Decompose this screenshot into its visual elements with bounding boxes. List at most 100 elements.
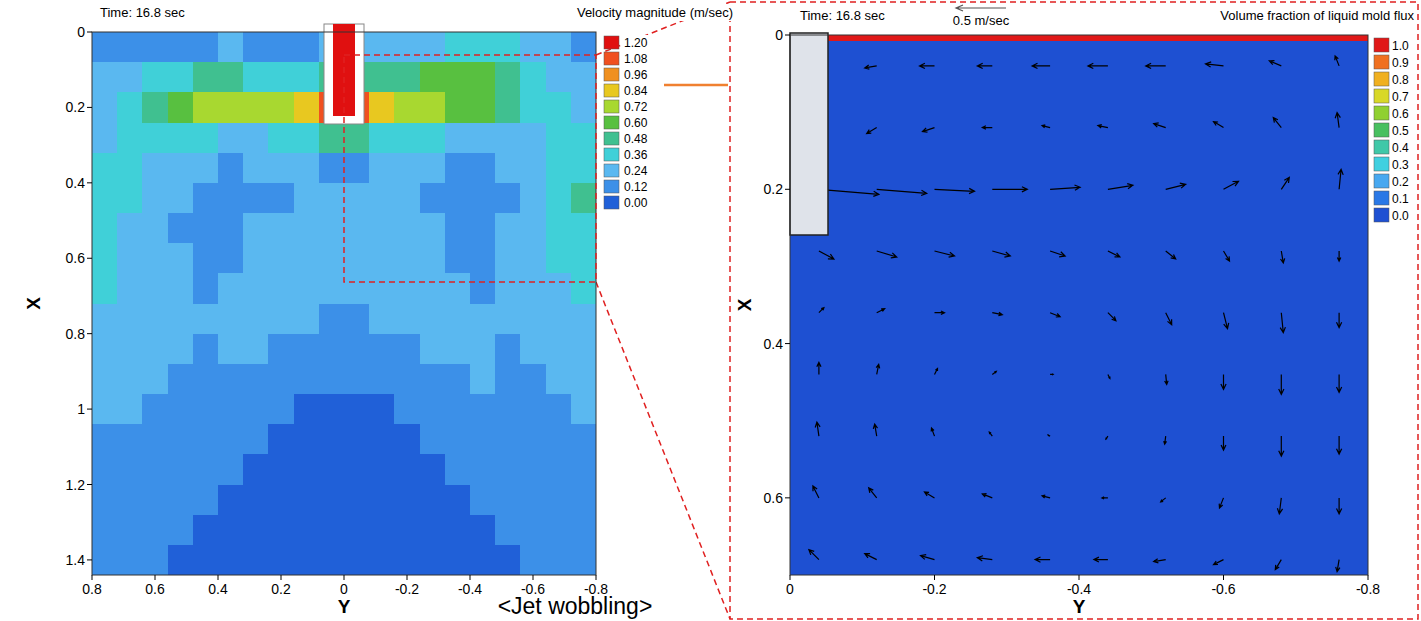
text-backdrop bbox=[622, 35, 650, 51]
field-cell bbox=[571, 394, 596, 425]
y-tick bbox=[785, 189, 790, 190]
field-cell bbox=[117, 515, 143, 546]
y-tick-label: 1 bbox=[77, 401, 85, 417]
field-cell bbox=[268, 304, 294, 335]
velocity-vector bbox=[819, 308, 824, 313]
colorbar-swatch bbox=[604, 100, 619, 113]
field-cell bbox=[294, 515, 320, 546]
field-cell bbox=[268, 153, 294, 184]
field-cell bbox=[420, 424, 446, 455]
x-tick-label: -0.4 bbox=[458, 581, 482, 597]
field-cell bbox=[470, 32, 496, 63]
field-cell bbox=[168, 243, 194, 274]
x-axis-title: Y bbox=[1073, 596, 1086, 617]
field-cell bbox=[344, 213, 370, 244]
panel: 0.80.60.40.20-0.2-0.4-0.6-0.800.20.40.60… bbox=[23, 4, 735, 619]
text-backdrop bbox=[622, 179, 650, 195]
velocity-vector bbox=[1335, 113, 1340, 128]
x-tick-label: 0.8 bbox=[82, 581, 102, 597]
field-cell bbox=[142, 304, 168, 335]
field-cell bbox=[268, 364, 294, 395]
field-cell bbox=[470, 62, 496, 93]
field-cell bbox=[546, 364, 572, 395]
field-cell bbox=[168, 183, 194, 214]
field-cell bbox=[243, 424, 269, 455]
velocity-vector bbox=[876, 364, 880, 374]
field-cell bbox=[319, 273, 345, 304]
text-backdrop bbox=[1390, 72, 1411, 88]
velocity-vector bbox=[867, 128, 877, 134]
field-cell bbox=[445, 394, 471, 425]
field-cell bbox=[243, 454, 269, 485]
field-cell bbox=[520, 545, 546, 575]
field-cell bbox=[319, 454, 345, 485]
velocity-vector bbox=[1224, 313, 1229, 329]
x-tick-label: -0.8 bbox=[1356, 581, 1380, 597]
field-cell bbox=[394, 515, 420, 546]
field-cell bbox=[168, 485, 194, 516]
colorbar-swatch bbox=[604, 52, 619, 65]
field-cell bbox=[319, 424, 345, 455]
zoom-indicator bbox=[596, 2, 1418, 619]
field-cell bbox=[218, 364, 244, 395]
field-cell bbox=[168, 515, 194, 546]
field-cell bbox=[546, 123, 572, 154]
text-backdrop bbox=[622, 147, 650, 163]
field-cell bbox=[294, 123, 320, 154]
field-cell bbox=[344, 273, 370, 304]
y-tick-label: 0.2 bbox=[764, 181, 784, 197]
velocity-vector bbox=[1166, 251, 1176, 259]
text-backdrop bbox=[622, 83, 650, 99]
field-cell bbox=[193, 364, 219, 395]
y-tick bbox=[87, 409, 92, 410]
field-cell bbox=[268, 454, 294, 485]
field-cell bbox=[193, 515, 219, 546]
field-cell bbox=[420, 32, 446, 63]
field-cell bbox=[420, 304, 446, 335]
velocity-vector bbox=[1206, 62, 1224, 67]
field-cell bbox=[546, 62, 572, 93]
field-cell bbox=[294, 32, 320, 63]
x-tick-label: -0.2 bbox=[922, 581, 946, 597]
velocity-vector bbox=[1337, 498, 1342, 514]
field-cell bbox=[495, 485, 521, 516]
field-cell bbox=[92, 62, 118, 93]
velocity-vector bbox=[1106, 436, 1108, 439]
y-tick bbox=[785, 497, 790, 498]
field-cell bbox=[369, 454, 395, 485]
colorbar-label: 0.7 bbox=[1392, 90, 1409, 104]
field-cell bbox=[571, 454, 596, 485]
field-cell bbox=[495, 243, 521, 274]
colorbar-label: 1.20 bbox=[624, 36, 648, 50]
field-cell bbox=[319, 213, 345, 244]
velocity-vector bbox=[1050, 185, 1080, 190]
velocity-vector bbox=[1214, 122, 1224, 128]
panel: 0.5 m/sec0-0.2-0.4-0.6-0.800.20.40.6YXTi… bbox=[734, 5, 1416, 617]
field-cell bbox=[268, 545, 294, 575]
field-cell bbox=[218, 92, 244, 123]
field-cell bbox=[142, 123, 168, 154]
panel-title: Time: 16.8 sec bbox=[100, 5, 185, 20]
field-cell bbox=[294, 183, 320, 214]
colorbar-label: 0.00 bbox=[624, 196, 648, 210]
velocity-vector bbox=[1154, 559, 1166, 563]
field-cell bbox=[394, 153, 420, 184]
field-cell bbox=[142, 545, 168, 575]
colorbar-label: 0.9 bbox=[1392, 56, 1409, 70]
field-cell bbox=[92, 334, 118, 365]
field-cell bbox=[168, 62, 194, 93]
field-cell bbox=[420, 62, 446, 93]
field-cell bbox=[243, 213, 269, 244]
field-cell bbox=[218, 485, 244, 516]
field-cell bbox=[420, 545, 446, 575]
colorbar-label: 0.5 bbox=[1392, 124, 1409, 138]
field-cell bbox=[546, 213, 572, 244]
reference-vector-label: 0.5 m/sec bbox=[953, 13, 1010, 28]
field-cell bbox=[268, 424, 294, 455]
field-cell bbox=[243, 394, 269, 425]
field-cell bbox=[420, 213, 446, 244]
field-cell bbox=[344, 183, 370, 214]
field-cell bbox=[268, 213, 294, 244]
field-cell bbox=[546, 304, 572, 335]
text-backdrop bbox=[1390, 140, 1411, 156]
